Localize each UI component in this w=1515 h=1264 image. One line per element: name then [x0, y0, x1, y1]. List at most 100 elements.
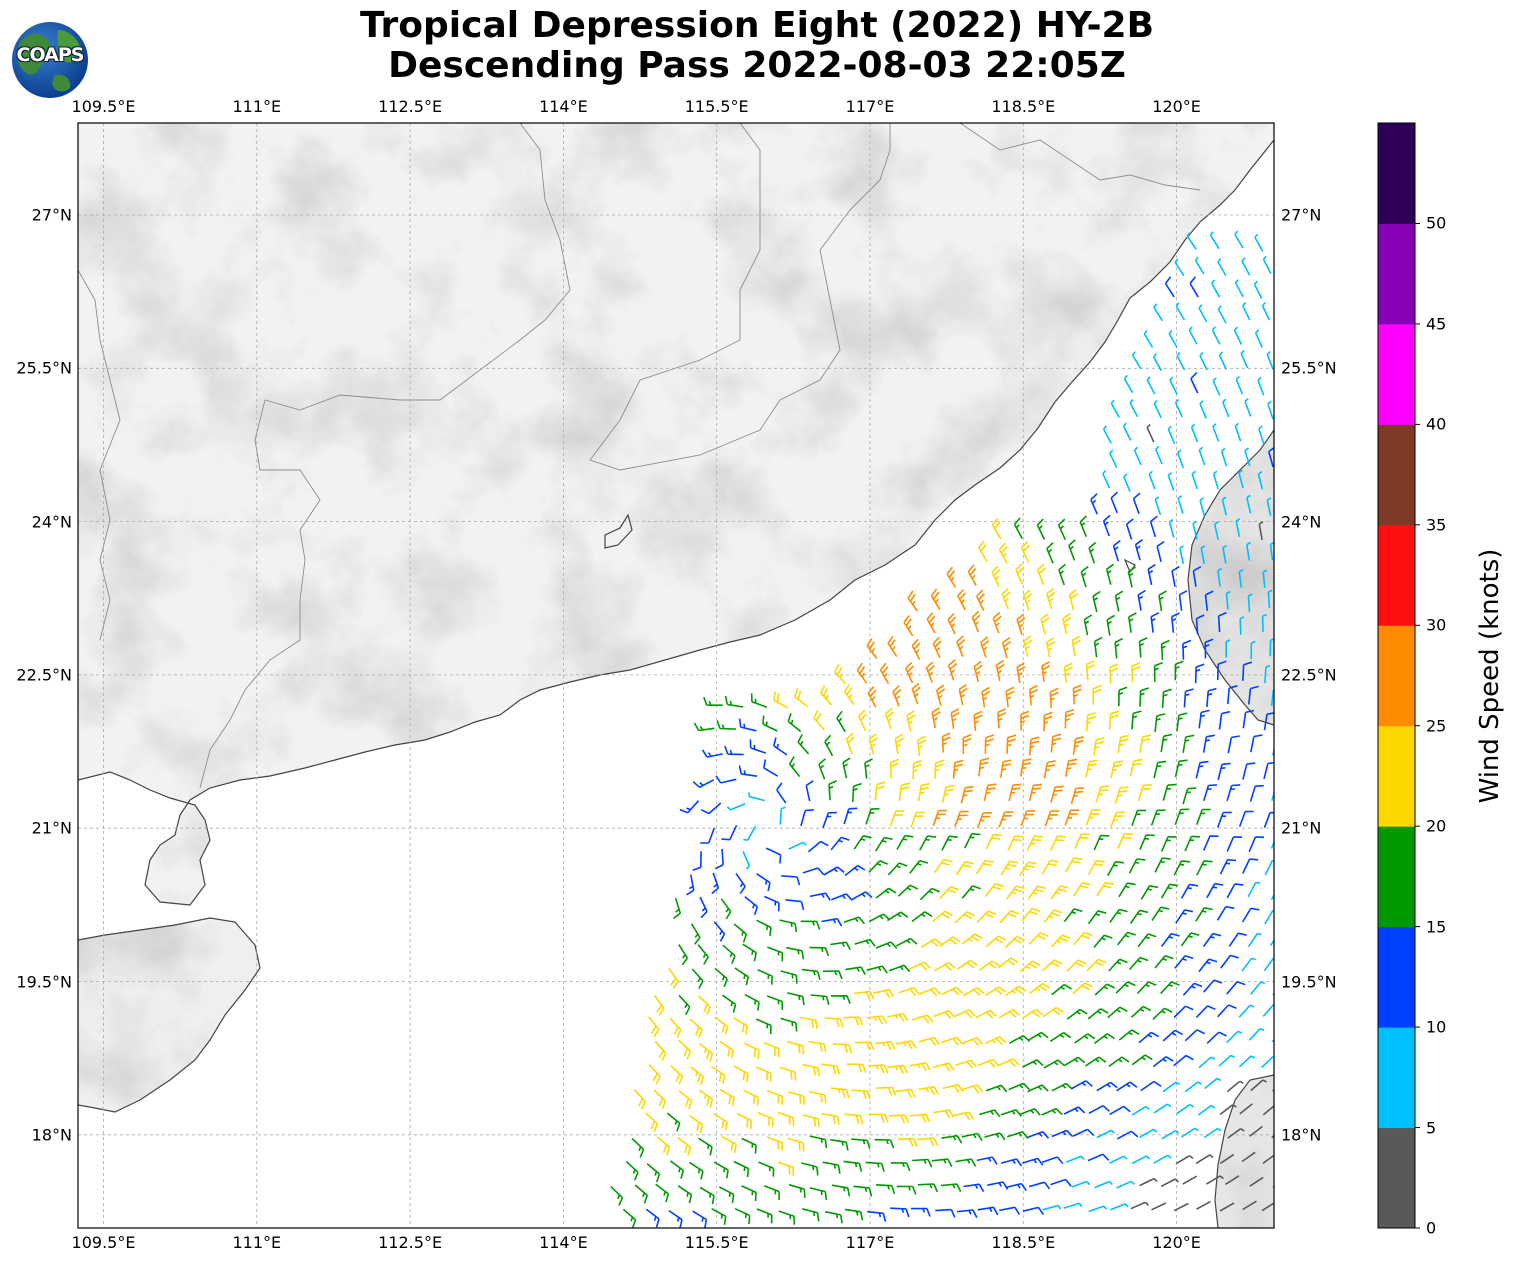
longitude-tick-label: 117°E [845, 97, 895, 116]
wind-barb [1183, 688, 1194, 708]
wind-barb [688, 1114, 704, 1134]
wind-barb [1109, 663, 1119, 684]
wind-barb [1176, 449, 1185, 469]
wind-barb [1235, 518, 1241, 537]
wind-barb [1225, 590, 1231, 610]
wind-barb [1218, 1054, 1236, 1067]
wind-barb [1117, 734, 1129, 754]
wind-barb [1261, 613, 1267, 633]
wind-barb [701, 749, 723, 758]
wind-barb [1213, 521, 1219, 540]
wind-barb [743, 825, 757, 841]
wind-barb [700, 802, 722, 815]
wind-barb [1226, 981, 1246, 995]
colorbar-segment [1378, 826, 1415, 928]
colorbar-tick-label: 20 [1426, 816, 1447, 836]
wind-barb [887, 1064, 909, 1074]
wind-barb [873, 988, 895, 999]
wind-barb [677, 1136, 692, 1156]
wind-barb [1072, 882, 1091, 897]
wind-barb [1131, 1155, 1151, 1165]
wind-barb [1050, 934, 1071, 948]
wind-barb [1175, 302, 1186, 321]
wind-barb [1178, 590, 1188, 611]
wind-barb [1189, 276, 1199, 298]
wind-barb [713, 921, 726, 942]
wind-barb [1219, 1153, 1235, 1165]
wind-barb [1242, 661, 1253, 681]
wind-barb [1203, 1127, 1222, 1139]
wind-barb [830, 1138, 849, 1151]
wind-barb [1005, 1182, 1027, 1192]
wind-barb [788, 1091, 806, 1105]
wind-barb [1160, 835, 1177, 852]
wind-barb [712, 1113, 728, 1131]
wind-barb [1218, 710, 1231, 730]
wind-barb [1220, 447, 1228, 467]
wind-barb [933, 858, 953, 874]
wind-barb [1043, 711, 1053, 732]
wind-barb [1196, 860, 1213, 876]
wind-barb [955, 1158, 977, 1167]
wind-barb [1154, 857, 1171, 873]
wind-barb [1108, 958, 1128, 972]
wind-barb [633, 1089, 647, 1110]
wind-barb [1250, 1079, 1267, 1092]
wind-barb [879, 662, 890, 685]
wind-barb [1093, 934, 1113, 948]
wind-barb [932, 809, 948, 827]
wind-barb [1261, 1202, 1274, 1212]
wind-barb [1015, 563, 1025, 585]
wind-barb [1022, 1206, 1044, 1215]
wind-barb [904, 661, 914, 684]
wind-barb [1072, 684, 1082, 705]
coaps-logo [12, 22, 88, 98]
wind-barb [1102, 514, 1111, 537]
wind-barb [777, 1111, 795, 1127]
wind-barb [911, 682, 921, 705]
wind-barb [1114, 590, 1124, 612]
wind-barb [954, 911, 975, 924]
wind-barb [1007, 835, 1024, 851]
wind-barb [1027, 1031, 1049, 1042]
wind-barb [1248, 1027, 1265, 1041]
wind-barb [1263, 957, 1274, 972]
wind-barb [1137, 933, 1157, 948]
wind-barb [788, 841, 807, 850]
wind-barb [912, 1158, 933, 1168]
wind-barb [909, 1113, 931, 1123]
wind-barb [1058, 563, 1066, 586]
wind-barb [844, 1208, 864, 1221]
wind-barb [763, 1185, 780, 1201]
wind-barb [889, 810, 905, 827]
wind-barb [865, 1161, 885, 1172]
wind-barb [1068, 539, 1076, 561]
wind-barb [941, 986, 964, 996]
wind-barb [823, 866, 845, 876]
wind-barb [1182, 1175, 1198, 1185]
wind-barb [1116, 1081, 1138, 1092]
wind-barb [1139, 834, 1155, 851]
wind-barb [699, 1186, 715, 1205]
wind-barb [1133, 446, 1142, 466]
wind-barb [802, 1114, 821, 1128]
wind-barb [648, 1064, 661, 1085]
wind-barb [1250, 640, 1256, 660]
wind-barb [868, 1064, 889, 1074]
wind-barb [956, 959, 978, 970]
wind-barb [802, 1063, 820, 1077]
wind-barb [917, 735, 927, 756]
wind-barb [645, 1112, 659, 1133]
colorbar-segment [1378, 424, 1415, 526]
wind-barb [1134, 539, 1143, 561]
wind-barb [1005, 985, 1027, 997]
wind-barb [1225, 639, 1231, 658]
wind-barb [851, 1138, 871, 1149]
wind-barb [1151, 1202, 1167, 1211]
wind-barb [779, 919, 798, 933]
wind-barb [1064, 758, 1078, 777]
wind-barb [716, 720, 736, 730]
wind-barb [853, 835, 872, 850]
longitude-tick-label: 115.5°E [684, 1233, 749, 1252]
